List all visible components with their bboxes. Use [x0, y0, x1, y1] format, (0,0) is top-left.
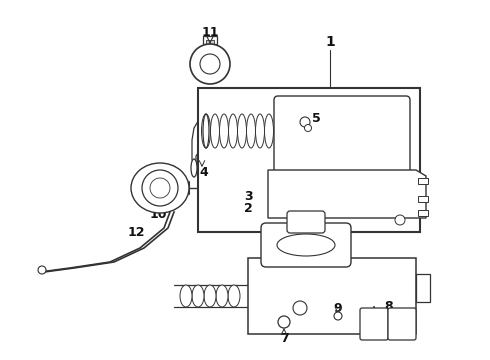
- Circle shape: [395, 215, 405, 225]
- Circle shape: [334, 312, 342, 320]
- Circle shape: [38, 266, 46, 274]
- Circle shape: [293, 301, 307, 315]
- Bar: [418, 196, 428, 202]
- Ellipse shape: [216, 285, 228, 307]
- Text: 10: 10: [149, 207, 167, 220]
- Circle shape: [278, 316, 290, 328]
- FancyBboxPatch shape: [360, 308, 388, 340]
- Circle shape: [200, 54, 220, 74]
- Ellipse shape: [277, 234, 335, 256]
- FancyBboxPatch shape: [388, 308, 416, 340]
- FancyBboxPatch shape: [274, 96, 410, 176]
- Ellipse shape: [131, 163, 189, 213]
- Circle shape: [300, 117, 310, 127]
- Ellipse shape: [255, 114, 265, 148]
- Text: 6: 6: [289, 246, 297, 258]
- Text: 9: 9: [334, 302, 343, 315]
- Ellipse shape: [265, 114, 273, 148]
- Circle shape: [304, 125, 312, 131]
- Bar: [416, 274, 430, 302]
- Ellipse shape: [201, 114, 211, 148]
- Text: 4: 4: [199, 166, 208, 179]
- Circle shape: [150, 178, 170, 198]
- Text: 3: 3: [244, 189, 252, 202]
- Ellipse shape: [228, 114, 238, 148]
- Bar: [198, 88, 420, 232]
- Circle shape: [142, 170, 178, 206]
- Circle shape: [190, 44, 230, 84]
- Ellipse shape: [220, 114, 228, 148]
- FancyBboxPatch shape: [261, 223, 351, 267]
- Text: 1: 1: [325, 35, 335, 49]
- Bar: [203, 36, 217, 44]
- Bar: [206, 40, 214, 44]
- Ellipse shape: [211, 114, 220, 148]
- Ellipse shape: [191, 159, 197, 177]
- Ellipse shape: [192, 285, 204, 307]
- Ellipse shape: [203, 114, 209, 148]
- Text: 7: 7: [280, 332, 289, 345]
- Text: 11: 11: [201, 26, 219, 39]
- Text: 2: 2: [244, 202, 252, 216]
- Ellipse shape: [228, 285, 240, 307]
- Ellipse shape: [246, 114, 255, 148]
- Text: 8: 8: [385, 300, 393, 312]
- FancyBboxPatch shape: [287, 211, 325, 233]
- Ellipse shape: [180, 285, 192, 307]
- Text: 5: 5: [312, 112, 320, 125]
- Bar: [418, 178, 428, 184]
- Ellipse shape: [238, 114, 246, 148]
- Text: 12: 12: [127, 225, 145, 238]
- Ellipse shape: [204, 285, 216, 307]
- Bar: [248, 258, 416, 334]
- Bar: [418, 210, 428, 216]
- Polygon shape: [268, 170, 426, 218]
